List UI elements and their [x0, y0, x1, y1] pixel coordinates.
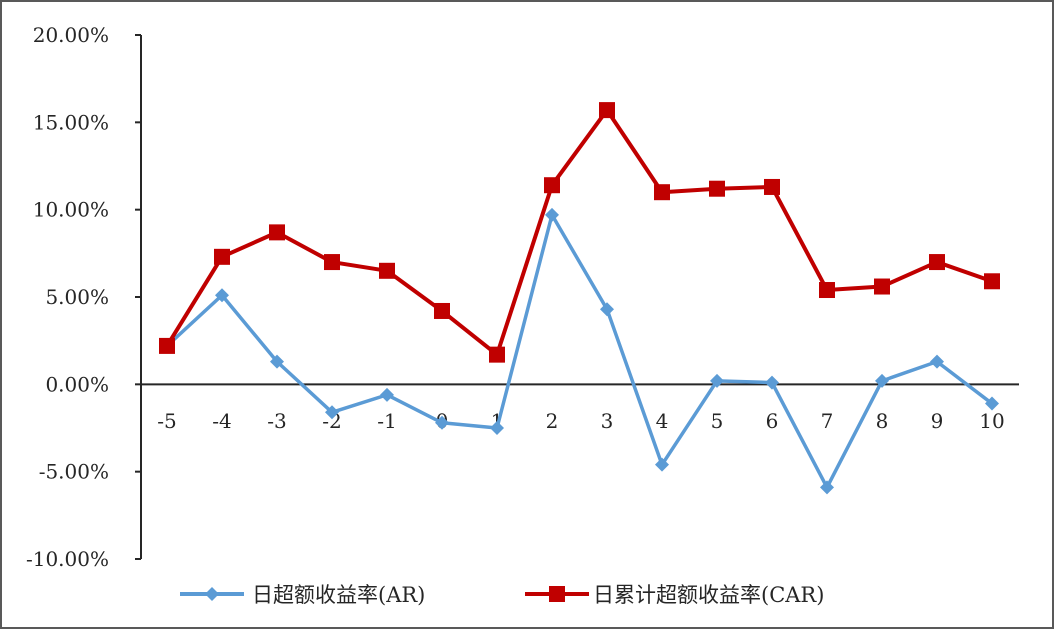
data-point	[765, 375, 779, 390]
data-point	[875, 373, 889, 388]
y-tick-label: 10.00%	[33, 198, 109, 222]
data-point	[489, 346, 505, 363]
data-point	[710, 373, 724, 388]
series-ar	[160, 207, 999, 495]
series-line	[165, 213, 994, 490]
data-point	[270, 354, 284, 369]
data-point	[434, 302, 450, 319]
y-tick-label: 20.00%	[33, 23, 109, 47]
data-point	[600, 302, 614, 317]
series-layer	[159, 102, 1000, 495]
data-point	[984, 273, 1000, 290]
x-tick-label: -4	[212, 409, 231, 433]
x-tick-label: 4	[656, 409, 669, 433]
legend-item-ar: 日超额收益率(AR)	[180, 583, 425, 607]
y-tick-label: -5.00%	[39, 460, 109, 484]
y-tick-label: -10.00%	[26, 547, 109, 571]
x-tick-label: 3	[601, 409, 614, 433]
data-point	[159, 337, 175, 354]
data-point	[215, 288, 229, 303]
x-tick-label: 10	[979, 409, 1004, 433]
x-tick-label: 7	[821, 409, 834, 433]
data-point	[709, 180, 725, 197]
x-tick-label: -5	[157, 409, 176, 433]
data-point	[764, 178, 780, 195]
legend: 日超额收益率(AR) 日累计超额收益率(CAR)	[180, 583, 824, 607]
legend-marker	[549, 586, 565, 602]
series-line	[165, 108, 993, 357]
data-point	[379, 262, 395, 279]
data-point	[819, 282, 835, 299]
data-point	[599, 102, 615, 119]
y-tick-label: 5.00%	[45, 285, 109, 309]
y-tick-label: 15.00%	[33, 110, 109, 134]
x-tick-label: -1	[377, 409, 396, 433]
data-point	[929, 254, 945, 271]
legend-item-car: 日累计超额收益率(CAR)	[525, 583, 824, 607]
x-tick-label: -3	[267, 409, 286, 433]
data-point	[874, 278, 890, 295]
legend-label: 日累计超额收益率(CAR)	[593, 583, 824, 607]
data-point	[544, 177, 560, 194]
data-point	[435, 415, 449, 430]
x-tick-label: 6	[766, 409, 779, 433]
axes	[140, 35, 1019, 559]
data-point	[325, 405, 339, 420]
data-point	[380, 387, 394, 402]
series-car	[159, 102, 1000, 363]
x-tick-label: -2	[322, 409, 341, 433]
x-tick-label: 2	[546, 409, 559, 433]
legend-label: 日超额收益率(AR)	[252, 583, 425, 607]
data-point	[655, 457, 669, 472]
x-axis-tick-labels: -5-4-3-2-1012345678910	[157, 409, 1004, 433]
data-point	[654, 184, 670, 201]
data-point	[985, 396, 999, 411]
data-point	[820, 480, 834, 495]
data-point	[545, 207, 559, 222]
x-tick-label: 9	[931, 409, 944, 433]
data-point	[324, 254, 340, 271]
data-point	[490, 421, 504, 435]
data-point	[269, 224, 285, 241]
data-point	[214, 248, 230, 265]
x-tick-label: 5	[711, 409, 724, 433]
y-axis-ticks: 20.00% 15.00% 10.00% 5.00% 0.00% -5.00% -10.00…	[26, 23, 141, 571]
data-point	[930, 354, 944, 369]
y-tick-label: 0.00%	[45, 372, 109, 396]
legend-marker	[205, 587, 219, 601]
x-tick-label: 8	[876, 409, 889, 433]
